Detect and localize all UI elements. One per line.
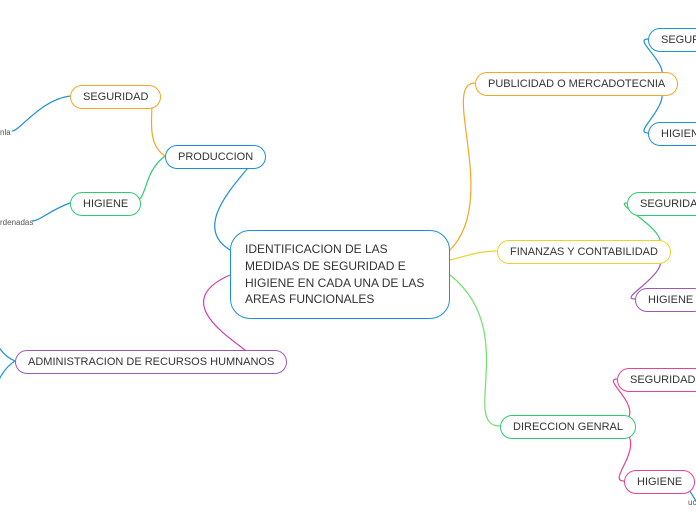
node-pub_hig: HIGIENE [648, 122, 696, 146]
node-finanzas: FINANZAS Y CONTABILIDAD [497, 240, 671, 264]
edge-fragment-1: rdenadas [0, 218, 33, 227]
node-publicidad: PUBLICIDAD O MERCADOTECNIA [475, 72, 678, 96]
node-admin: ADMINISTRACION DE RECURSOS HUMNANOS [15, 350, 287, 374]
node-direccion: DIRECCION GENRAL [500, 415, 636, 439]
node-fin_seg: SEGURIDAD [627, 192, 696, 216]
node-dir_seg: SEGURIDAD [617, 368, 696, 392]
center-node: IDENTIFICACION DE LAS MEDIDAS DE SEGURID… [230, 230, 450, 319]
node-prod_hig: HIGIENE [70, 192, 141, 216]
node-fin_hig: HIGIENE [635, 288, 696, 312]
edge-fragment-2: uc [688, 498, 696, 507]
node-pub_seg: SEGURI [648, 28, 696, 52]
node-dir_hig: HIGIENE [624, 470, 695, 494]
edge-fragment-0: nla [0, 128, 11, 137]
node-produccion: PRODUCCION [165, 145, 266, 169]
node-prod_seg: SEGURIDAD [70, 85, 161, 109]
